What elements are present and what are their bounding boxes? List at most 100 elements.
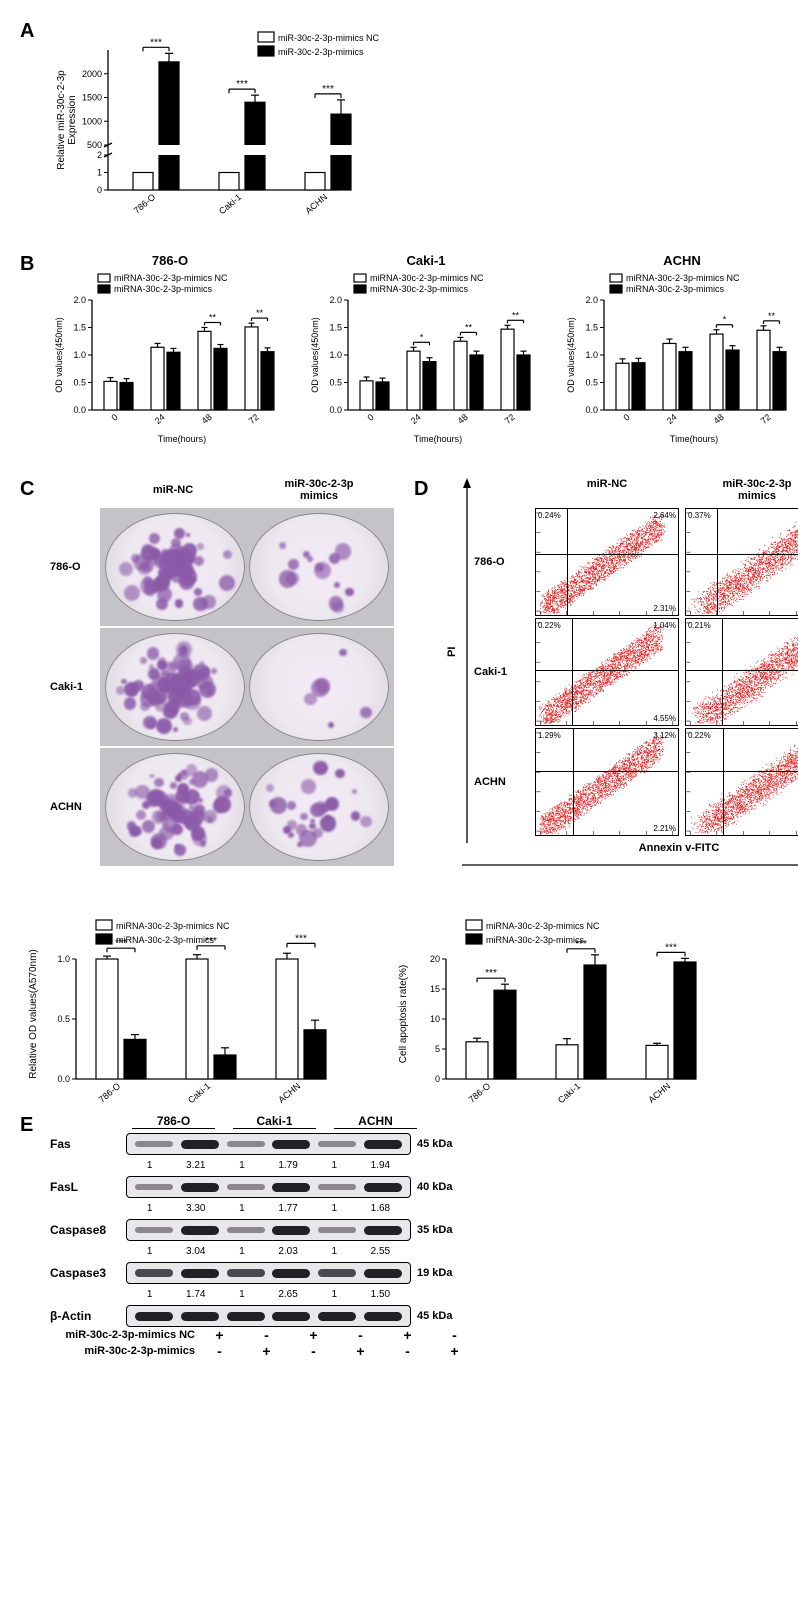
svg-text:24: 24 <box>153 412 167 426</box>
flow-quadrant-pct: 3.12% <box>653 731 676 740</box>
svg-text:**: ** <box>512 310 520 320</box>
colony-plate <box>105 753 245 861</box>
flow-cytometry: PI miR-NCmiR-30c-2-3p mimics786-O0.24%2.… <box>444 478 798 876</box>
svg-text:1.0: 1.0 <box>585 350 598 360</box>
wb-band-row <box>126 1133 411 1155</box>
svg-text:***: *** <box>236 79 248 90</box>
flow-row-label: Caki-1 <box>474 618 529 726</box>
svg-text:miRNA-30c-2-3p-mimics NC: miRNA-30c-2-3p-mimics NC <box>114 273 228 283</box>
wb-kda: 35 kDa <box>417 1224 477 1236</box>
flow-col-head: miR-30c-2-3p mimics <box>685 478 798 502</box>
flow-quadrant-pct: 1.29% <box>538 731 561 740</box>
svg-text:0: 0 <box>366 412 376 423</box>
svg-text:miRNA-30c-2-3p-mimics NC: miRNA-30c-2-3p-mimics NC <box>626 273 740 283</box>
svg-text:1: 1 <box>97 168 102 178</box>
panel-E-label: E <box>20 1114 33 1137</box>
svg-text:0: 0 <box>622 412 632 423</box>
panel-A-chart: 012500100015002000Relative miR-30c-2-3pE… <box>50 20 420 220</box>
wb-protein-label: FasL <box>50 1180 120 1194</box>
flow-quadrant-pct: 0.21% <box>688 621 711 630</box>
wb-band-row <box>126 1262 411 1284</box>
wb-band-row <box>126 1176 411 1198</box>
svg-text:OD values(450nm): OD values(450nm) <box>310 317 320 393</box>
flow-quadrant-pct: 0.22% <box>688 731 711 740</box>
wb-cell-header: 786-O <box>132 1114 215 1129</box>
colony-plate <box>249 753 389 861</box>
flow-quadrant-pct: 2.64% <box>653 511 676 520</box>
svg-text:1.0: 1.0 <box>73 350 86 360</box>
wb-quant-row: 13.2111.7911.94 <box>126 1159 411 1172</box>
svg-text:2.0: 2.0 <box>73 295 86 305</box>
svg-text:miRNA-30c-2-3p-mimics: miRNA-30c-2-3p-mimics <box>370 284 469 294</box>
panel-C-barchart: 0.00.51.0Relative OD values(A570nm)***78… <box>20 914 360 1114</box>
panel-B: B 786-O0.00.51.01.52.0OD values(450nm)Ti… <box>20 253 778 450</box>
colony-plate <box>249 513 389 621</box>
flow-plot: 0.24% 2.64% 2.31% <box>535 508 679 616</box>
flow-row-label: ACHN <box>474 728 529 836</box>
panel-B-title: ACHN <box>562 253 798 268</box>
svg-text:2: 2 <box>97 150 102 160</box>
panel-B-title: 786-O <box>50 253 290 268</box>
wb-kda: 45 kDa <box>417 1138 477 1150</box>
svg-text:72: 72 <box>759 412 773 426</box>
svg-text:72: 72 <box>503 412 517 426</box>
plate-label: Caki-1 <box>50 681 100 693</box>
svg-text:48: 48 <box>456 412 470 426</box>
svg-text:1500: 1500 <box>82 93 102 103</box>
svg-text:0.0: 0.0 <box>585 405 598 415</box>
svg-text:786-O: 786-O <box>132 192 158 216</box>
panel-D: D PI miR-NCmiR-30c-2-3p mimics786-O0.24%… <box>414 478 798 876</box>
wb-quant-row: 13.0412.0312.55 <box>126 1245 411 1258</box>
wb-quant-row: 13.3011.7711.68 <box>126 1202 411 1215</box>
colony-plate <box>249 633 389 741</box>
panel-D-barchart: 05101520Cell apoptosis rate(%)***786-O**… <box>390 914 730 1114</box>
svg-text:0: 0 <box>97 185 102 195</box>
panel-A: A 012500100015002000Relative miR-30c-2-3… <box>20 20 778 225</box>
flow-x-axis-label: Annexin v-FITC <box>529 842 798 854</box>
wb-quant-row: 11.7412.6511.50 <box>126 1288 411 1301</box>
col-head-nc: miR-NC <box>100 484 246 496</box>
panel-B-title: Caki-1 <box>306 253 546 268</box>
svg-text:OD values(450nm): OD values(450nm) <box>54 317 64 393</box>
svg-text:0.5: 0.5 <box>585 378 598 388</box>
flow-quadrant-pct: 2.31% <box>653 604 676 613</box>
flow-y-axis-label: PI <box>446 647 458 657</box>
svg-text:0.0: 0.0 <box>329 405 342 415</box>
panel-C: C miR-NC miR-30c-2-3p mimics 786-OCaki-1… <box>20 478 394 876</box>
svg-text:1.0: 1.0 <box>329 350 342 360</box>
svg-text:**: ** <box>465 322 473 332</box>
svg-text:24: 24 <box>665 412 679 426</box>
svg-text:0.0: 0.0 <box>73 405 86 415</box>
wb-kda: 40 kDa <box>417 1181 477 1193</box>
svg-text:miRNA-30c-2-3p-mimics NC: miRNA-30c-2-3p-mimics NC <box>370 273 484 283</box>
wb-kda: 45 kDa <box>417 1310 477 1322</box>
svg-text:72: 72 <box>247 412 261 426</box>
svg-text:miR-30c-2-3p-mimics: miR-30c-2-3p-mimics <box>278 47 364 57</box>
svg-text:Time(hours): Time(hours) <box>670 434 718 444</box>
svg-text:miRNA-30c-2-3p-mimics: miRNA-30c-2-3p-mimics <box>114 284 213 294</box>
flow-plot: 0.22%2.87%16.78% <box>685 728 798 836</box>
panel-D-label: D <box>414 478 428 501</box>
wb-treatment-row: miR-30c-2-3p-mimics NC+-+-+- <box>50 1327 477 1343</box>
colony-plates: miR-NC miR-30c-2-3p mimics 786-OCaki-1AC… <box>50 478 394 868</box>
svg-text:48: 48 <box>200 412 214 426</box>
colony-plate <box>105 633 245 741</box>
flow-quadrant-pct: 1.04% <box>653 621 676 630</box>
svg-text:OD values(450nm): OD values(450nm) <box>566 317 576 393</box>
panel-C-label: C <box>20 478 34 501</box>
colony-plate <box>105 513 245 621</box>
col-head-mim: miR-30c-2-3p mimics <box>246 478 392 502</box>
panel-B-row: 786-O 0.0 0.5 1.0 1.5 2.0 OD values(450nm) Time… <box>50 253 778 450</box>
flow-plot: 0.21%2.18%16.20% <box>685 618 798 726</box>
panel-E: E 786-OCaki-1ACHNFas45 kDa13.2111.7911.9… <box>20 1114 778 1359</box>
svg-text:Caki-1: Caki-1 <box>217 192 243 216</box>
panel-A-label: A <box>20 20 34 43</box>
svg-text:1.5: 1.5 <box>585 323 598 333</box>
wb-protein-label: β-Actin <box>50 1309 120 1323</box>
flow-quadrant-pct: 0.24% <box>538 511 561 520</box>
svg-text:**: ** <box>768 311 776 321</box>
svg-text:miR-30c-2-3p-mimics NC: miR-30c-2-3p-mimics NC <box>278 33 380 43</box>
svg-text:**: ** <box>209 313 217 323</box>
svg-text:Time(hours): Time(hours) <box>158 434 206 444</box>
svg-text:0.5: 0.5 <box>73 378 86 388</box>
